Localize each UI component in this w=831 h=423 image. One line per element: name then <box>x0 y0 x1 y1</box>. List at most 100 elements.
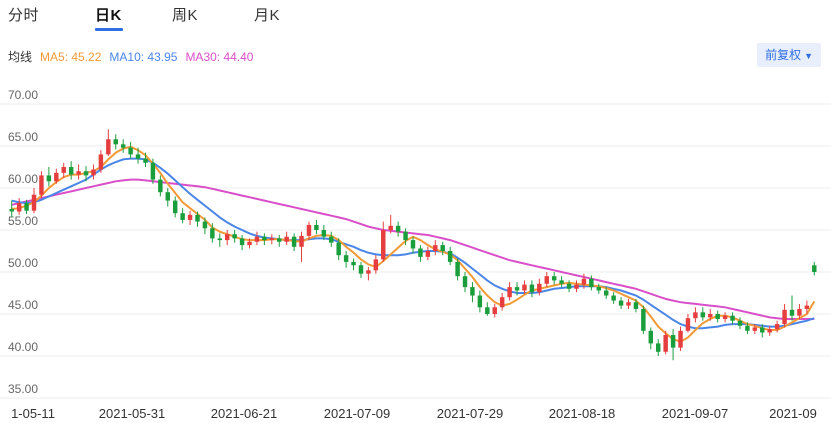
candle-body <box>641 308 646 331</box>
candle <box>24 199 29 215</box>
candle-body <box>9 209 14 212</box>
candle-body <box>180 213 185 220</box>
x-tick-label: 2021-09-07 <box>662 406 729 421</box>
candle-body <box>559 280 564 284</box>
candle <box>403 228 408 246</box>
candle <box>618 297 624 309</box>
candle <box>83 166 89 182</box>
candle-body <box>158 179 163 193</box>
candle-body <box>774 324 780 330</box>
candle <box>351 258 356 271</box>
candle <box>537 278 542 296</box>
candle <box>336 238 341 261</box>
candle <box>589 275 594 291</box>
candle <box>730 312 735 325</box>
y-axis-labels: 70.00 65.00 60.00 55.00 50.00 45.00 40.00 35.00 <box>8 88 38 396</box>
candle <box>455 258 460 281</box>
candles <box>9 129 817 361</box>
candle-body <box>656 343 661 352</box>
candle <box>329 231 334 247</box>
candle-body <box>410 240 416 249</box>
tab-monthly-k[interactable]: 月K <box>254 7 281 24</box>
candle-body <box>113 139 118 145</box>
candle <box>522 280 527 294</box>
candle-body <box>566 283 572 289</box>
candle <box>433 240 438 256</box>
candle <box>782 303 787 328</box>
y-tick-label: 50.00 <box>8 256 38 270</box>
candle-body <box>633 302 639 309</box>
y-tick-label: 70.00 <box>8 88 38 102</box>
price-adjust-dropdown[interactable]: 前复权 ▼ <box>757 43 821 67</box>
ma30-value: MA30: 44.40 <box>185 50 254 64</box>
candle-body <box>737 320 743 326</box>
candle-body <box>150 162 156 180</box>
candle-body <box>269 238 275 241</box>
candle-body <box>730 315 735 321</box>
candle <box>172 196 178 218</box>
candle-body <box>143 158 148 163</box>
candle <box>343 251 349 268</box>
candle-body <box>537 283 542 293</box>
candle <box>767 325 772 336</box>
candle-body <box>618 300 624 306</box>
candle-body <box>626 302 631 306</box>
x-tick-label: 2021-07-09 <box>324 406 391 421</box>
candle-body <box>678 330 683 348</box>
candle <box>113 134 118 150</box>
tab-intraday[interactable]: 分时 <box>8 7 40 24</box>
candle <box>581 273 587 289</box>
candle <box>373 255 379 274</box>
candle <box>321 224 327 241</box>
candle-body <box>767 329 772 333</box>
candle-body <box>544 276 549 284</box>
candle <box>224 230 230 246</box>
candle-body <box>581 278 587 285</box>
candle <box>678 326 683 351</box>
candle-body <box>514 287 520 291</box>
tab-weekly-k[interactable]: 周K <box>172 7 199 24</box>
candle <box>737 317 743 330</box>
candle <box>106 129 111 157</box>
candle-body <box>54 172 59 182</box>
candle <box>247 238 252 249</box>
candle-body <box>254 236 260 242</box>
ma-legend: 均线 MA5: 45.22 MA10: 43.95 MA30: 44.40 <box>8 48 261 65</box>
candle <box>670 329 676 361</box>
candle-body <box>551 276 557 281</box>
candle-body <box>135 154 141 159</box>
candle <box>514 282 520 296</box>
candle <box>596 283 602 294</box>
candle-body <box>395 225 401 232</box>
candle <box>232 230 237 243</box>
candle-body <box>329 236 334 243</box>
candle-body <box>812 265 817 272</box>
candle-body <box>210 228 215 239</box>
y-tick-label: 55.00 <box>8 214 38 228</box>
candle-body <box>262 236 267 241</box>
candle-body <box>306 224 312 236</box>
candle-body <box>128 147 133 155</box>
candle <box>425 246 431 261</box>
x-tick-label: 2021-06-21 <box>211 406 278 421</box>
candle-body <box>120 144 126 148</box>
candle <box>366 266 371 281</box>
x-tick-label: 2021-07-29 <box>437 406 504 421</box>
candle <box>91 164 96 180</box>
candle <box>158 175 163 197</box>
candle-body <box>574 284 579 289</box>
candle-body <box>321 230 327 237</box>
candle <box>410 236 416 254</box>
x-tick-label: 2021-05-31 <box>99 406 166 421</box>
candle-body <box>670 335 676 348</box>
candle <box>797 303 802 320</box>
candle-body <box>752 327 758 331</box>
y-tick-label: 40.00 <box>8 340 38 354</box>
candle-body <box>76 171 81 175</box>
candle-body <box>358 265 364 274</box>
tab-daily-k[interactable]: 日K <box>95 7 122 24</box>
x-axis-labels: 1-05-11 2021-05-31 2021-06-21 2021-07-09 202… <box>11 406 817 421</box>
candle-body <box>797 308 802 316</box>
candle-body <box>217 238 223 241</box>
candle <box>462 272 468 293</box>
